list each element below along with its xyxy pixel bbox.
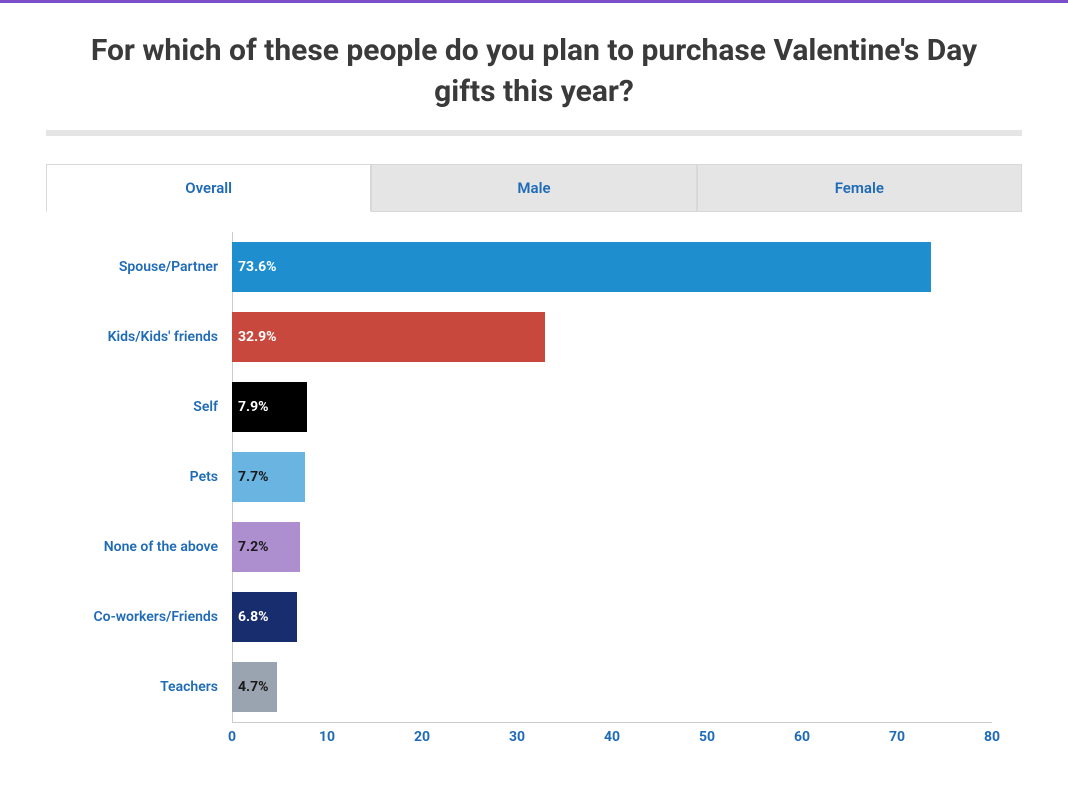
- chart-title: For which of these people do you plan to…: [40, 3, 1028, 130]
- category-label: Kids/Kids' friends: [46, 329, 226, 345]
- x-tick: 40: [604, 729, 620, 745]
- x-tick: 80: [984, 729, 1000, 745]
- bar-row: None of the above7.2%: [232, 512, 992, 582]
- category-label: Self: [46, 399, 226, 415]
- tab-overall[interactable]: Overall: [46, 164, 371, 212]
- category-label: Co-workers/Friends: [46, 609, 226, 625]
- bar-value-label: 32.9%: [238, 329, 277, 345]
- bar-row: Pets7.7%: [232, 442, 992, 512]
- title-underline: [46, 130, 1022, 136]
- bar-row: Kids/Kids' friends32.9%: [232, 302, 992, 372]
- tab-bar: OverallMaleFemale: [46, 164, 1022, 212]
- bar-track: 4.7%: [232, 660, 992, 714]
- bar: 7.7%: [232, 452, 305, 502]
- x-tick: 30: [509, 729, 525, 745]
- category-label: None of the above: [46, 539, 226, 555]
- bar-value-label: 7.9%: [238, 399, 268, 415]
- bar-track: 7.2%: [232, 520, 992, 574]
- bar-value-label: 73.6%: [238, 259, 277, 275]
- bar: 4.7%: [232, 662, 277, 712]
- chart-container: For which of these people do you plan to…: [0, 3, 1068, 751]
- bar: 32.9%: [232, 312, 545, 362]
- bar-track: 73.6%: [232, 240, 992, 294]
- bar-track: 32.9%: [232, 310, 992, 364]
- x-tick: 60: [794, 729, 810, 745]
- bars-group: Spouse/Partner73.6%Kids/Kids' friends32.…: [232, 232, 992, 722]
- chart-panel: Spouse/Partner73.6%Kids/Kids' friends32.…: [46, 211, 1022, 750]
- bar-value-label: 7.7%: [238, 469, 268, 485]
- category-label: Spouse/Partner: [46, 259, 226, 275]
- bar-track: 7.7%: [232, 450, 992, 504]
- tab-male[interactable]: Male: [371, 164, 696, 212]
- bar-row: Spouse/Partner73.6%: [232, 232, 992, 302]
- tab-female[interactable]: Female: [697, 164, 1022, 212]
- bar-value-label: 4.7%: [238, 679, 268, 695]
- bar-value-label: 6.8%: [238, 609, 268, 625]
- bar-value-label: 7.2%: [238, 539, 268, 555]
- bar: 6.8%: [232, 592, 297, 642]
- category-label: Pets: [46, 469, 226, 485]
- bar: 7.9%: [232, 382, 307, 432]
- category-label: Teachers: [46, 679, 226, 695]
- x-axis: 01020304050607080: [232, 722, 992, 750]
- bar: 73.6%: [232, 242, 931, 292]
- x-tick: 0: [228, 729, 236, 745]
- x-tick: 70: [889, 729, 905, 745]
- x-tick: 10: [319, 729, 335, 745]
- bar-track: 6.8%: [232, 590, 992, 644]
- bar-track: 7.9%: [232, 380, 992, 434]
- chart-plot-area: Spouse/Partner73.6%Kids/Kids' friends32.…: [232, 232, 992, 750]
- bar-row: Self7.9%: [232, 372, 992, 442]
- bar-row: Teachers4.7%: [232, 652, 992, 722]
- x-tick: 20: [414, 729, 430, 745]
- bar: 7.2%: [232, 522, 300, 572]
- x-tick: 50: [699, 729, 715, 745]
- bar-row: Co-workers/Friends6.8%: [232, 582, 992, 652]
